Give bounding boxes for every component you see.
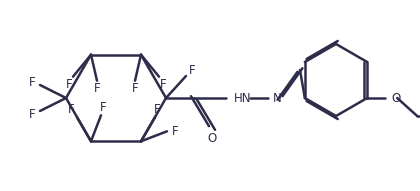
Text: F: F [29, 75, 35, 88]
Text: F: F [68, 103, 74, 116]
Text: O: O [207, 131, 217, 145]
Text: F: F [94, 82, 100, 95]
Text: F: F [189, 63, 195, 77]
Text: F: F [132, 82, 138, 95]
Text: F: F [66, 78, 72, 91]
Text: F: F [29, 108, 35, 121]
Text: N: N [273, 91, 282, 104]
Text: HN: HN [234, 91, 252, 104]
Text: O: O [391, 91, 400, 104]
Text: F: F [160, 78, 166, 91]
Text: F: F [172, 125, 178, 138]
Text: F: F [154, 103, 160, 116]
Text: F: F [100, 101, 106, 114]
